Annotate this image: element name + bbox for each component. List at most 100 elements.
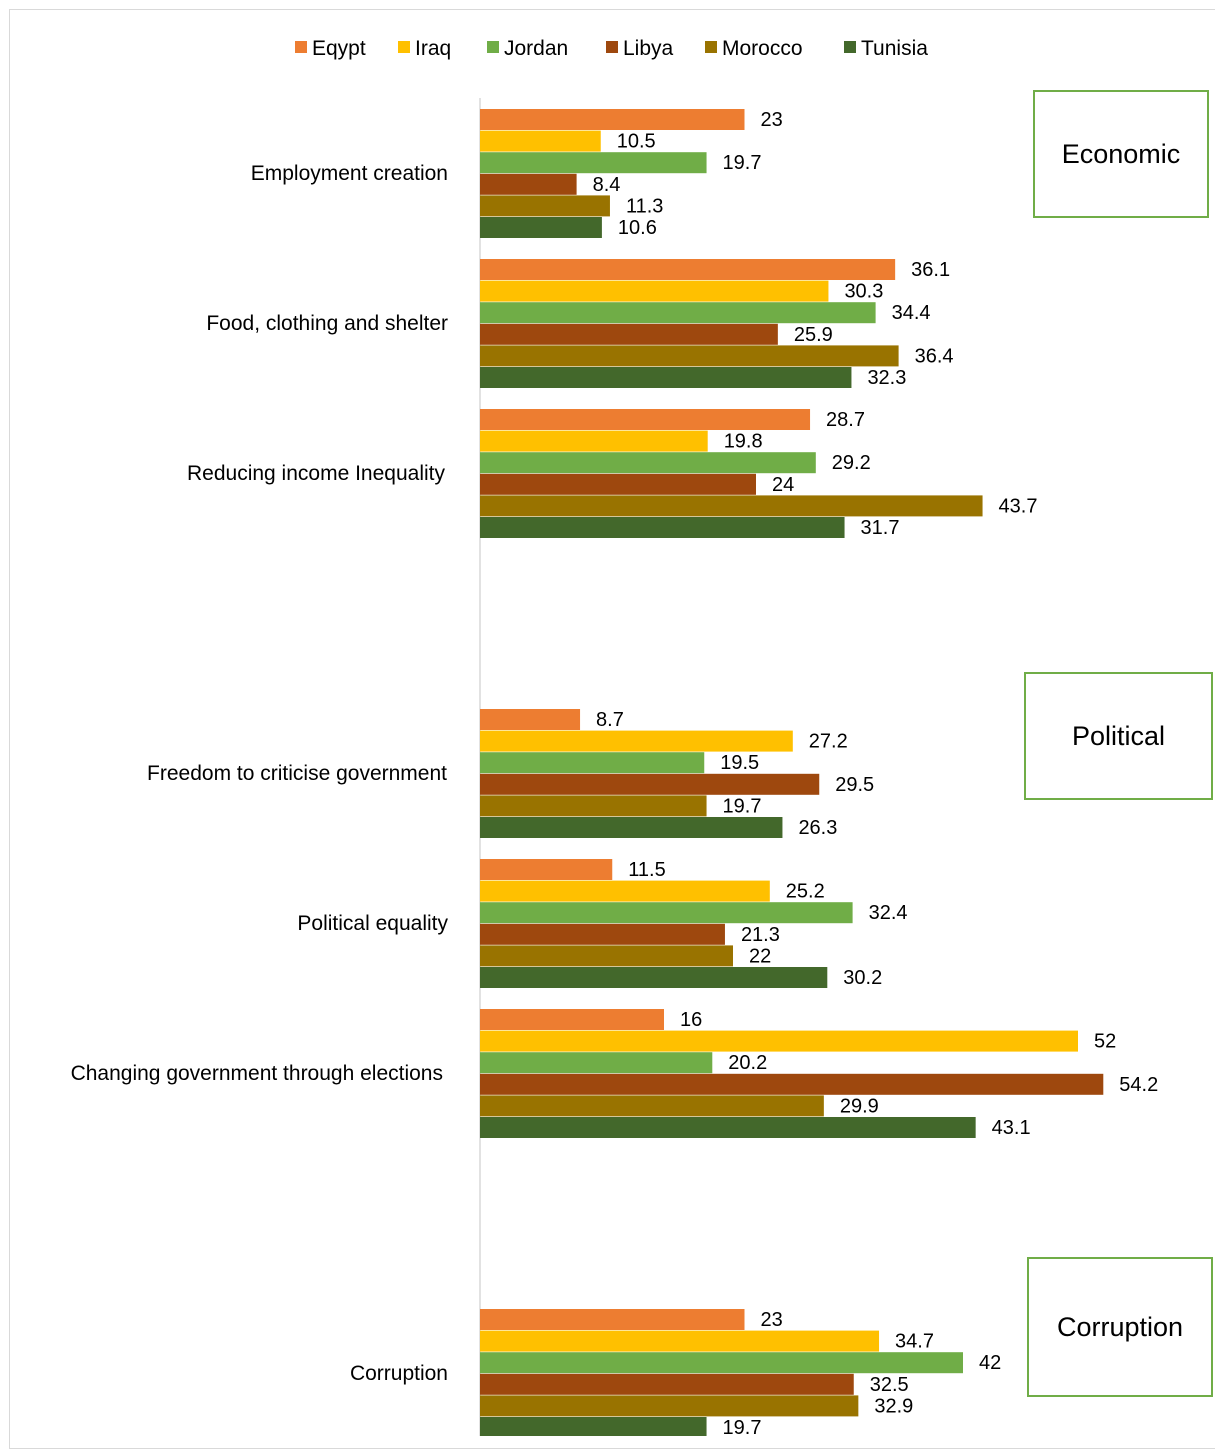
legend-swatch-jordan — [487, 41, 499, 53]
legend-label-jordan: Jordan — [504, 37, 568, 60]
bar-eqypt-freedom-to-criticise-government — [480, 709, 581, 730]
bar-iraq-changing-government-through-elections — [480, 1030, 1078, 1052]
bar-eqypt-food-clothing-and-shelter — [480, 259, 896, 280]
category-label-reducing-income-inequality: Reducing income Inequality — [187, 462, 445, 485]
data-label-iraq-changing-government-through-elections: 52 — [1094, 1031, 1116, 1053]
data-label-jordan-political-equality: 32.4 — [869, 902, 908, 924]
data-label-iraq-food-clothing-and-shelter: 30.3 — [844, 281, 883, 303]
bar-eqypt-political-equality — [480, 859, 613, 880]
group-box-label-economic: Economic — [1062, 139, 1181, 169]
category-label-changing-government-through-elections: Changing government through elections — [71, 1062, 443, 1085]
data-label-morocco-freedom-to-criticise-government: 19.7 — [723, 795, 762, 817]
bar-tunisia-changing-government-through-elections — [480, 1117, 976, 1138]
data-label-tunisia-reducing-income-inequality: 31.7 — [861, 517, 900, 539]
data-label-libya-corruption: 32.5 — [870, 1374, 909, 1396]
data-label-jordan-changing-government-through-elections: 20.2 — [728, 1052, 767, 1074]
bar-tunisia-food-clothing-and-shelter — [480, 367, 852, 388]
bar-jordan-political-equality — [480, 902, 853, 924]
data-label-eqypt-political-equality: 11.5 — [628, 859, 665, 881]
group-box-economic — [1033, 90, 1209, 218]
data-label-morocco-corruption: 32.9 — [874, 1395, 913, 1417]
bar-morocco-reducing-income-inequality — [480, 495, 983, 517]
data-label-libya-changing-government-through-elections: 54.2 — [1119, 1074, 1158, 1096]
bar-morocco-changing-government-through-elections — [480, 1095, 824, 1117]
data-label-tunisia-corruption: 19.7 — [723, 1417, 762, 1436]
bar-tunisia-corruption — [480, 1417, 707, 1436]
data-label-tunisia-political-equality: 30.2 — [843, 967, 882, 989]
bar-morocco-food-clothing-and-shelter — [480, 345, 899, 367]
bar-tunisia-freedom-to-criticise-government — [480, 817, 783, 838]
data-label-morocco-changing-government-through-elections: 29.9 — [840, 1095, 879, 1117]
category-label-corruption: Corruption — [350, 1362, 448, 1385]
bar-libya-reducing-income-inequality — [480, 473, 756, 495]
data-label-morocco-reducing-income-inequality: 43.7 — [999, 495, 1038, 517]
bar-eqypt-corruption — [480, 1309, 745, 1330]
bar-morocco-freedom-to-criticise-government — [480, 795, 707, 817]
data-label-jordan-reducing-income-inequality: 29.2 — [832, 452, 871, 474]
bar-morocco-employment-creation — [480, 195, 610, 217]
bar-libya-freedom-to-criticise-government — [480, 773, 820, 795]
data-label-iraq-corruption: 34.7 — [895, 1331, 934, 1353]
data-label-eqypt-employment-creation: 23 — [761, 109, 783, 131]
bar-libya-corruption — [480, 1373, 854, 1395]
bar-eqypt-employment-creation — [480, 109, 745, 130]
data-label-jordan-freedom-to-criticise-government: 19.5 — [720, 752, 759, 774]
bar-jordan-changing-government-through-elections — [480, 1052, 713, 1074]
data-label-tunisia-food-clothing-and-shelter: 32.3 — [867, 367, 906, 389]
category-label-food-clothing-and-shelter: Food, clothing and shelter — [206, 312, 448, 335]
bar-jordan-food-clothing-and-shelter — [480, 302, 876, 324]
data-label-eqypt-food-clothing-and-shelter: 36.1 — [911, 259, 950, 281]
category-label-freedom-to-criticise-government: Freedom to criticise government — [147, 762, 447, 785]
bar-morocco-corruption — [480, 1395, 859, 1417]
data-label-morocco-employment-creation: 11.3 — [626, 195, 663, 217]
data-label-jordan-food-clothing-and-shelter: 34.4 — [892, 302, 931, 324]
data-label-eqypt-changing-government-through-elections: 16 — [680, 1009, 702, 1031]
data-label-jordan-corruption: 42 — [979, 1352, 1001, 1374]
data-label-iraq-freedom-to-criticise-government: 27.2 — [809, 731, 848, 753]
data-label-tunisia-employment-creation: 10.6 — [618, 217, 657, 239]
bar-morocco-political-equality — [480, 945, 733, 967]
bar-eqypt-changing-government-through-elections — [480, 1009, 664, 1030]
data-label-libya-political-equality: 21.3 — [741, 924, 780, 946]
data-label-jordan-employment-creation: 19.7 — [723, 152, 762, 174]
legend-label-morocco: Morocco — [722, 37, 803, 60]
bar-iraq-reducing-income-inequality — [480, 430, 708, 452]
bar-tunisia-political-equality — [480, 967, 828, 988]
category-label-political-equality: Political equality — [297, 912, 448, 935]
data-label-eqypt-freedom-to-criticise-government: 8.7 — [596, 709, 624, 731]
legend-label-eqypt: Eqypt — [312, 37, 366, 60]
data-label-eqypt-reducing-income-inequality: 28.7 — [826, 409, 865, 431]
data-label-tunisia-changing-government-through-elections: 43.1 — [992, 1117, 1031, 1139]
legend-label-iraq: Iraq — [415, 37, 451, 60]
data-label-libya-reducing-income-inequality: 24 — [772, 474, 794, 496]
category-label-employment-creation: Employment creation — [251, 162, 448, 185]
bar-eqypt-reducing-income-inequality — [480, 409, 811, 430]
bar-iraq-food-clothing-and-shelter — [480, 280, 829, 302]
bar-jordan-reducing-income-inequality — [480, 452, 816, 474]
legend-label-tunisia: Tunisia — [861, 37, 928, 60]
legend-swatch-libya — [606, 41, 618, 53]
bar-jordan-employment-creation — [480, 152, 707, 174]
legend-swatch-tunisia — [844, 41, 856, 53]
legend-swatch-morocco — [705, 41, 717, 53]
group-box-label-political: Political — [1072, 721, 1165, 751]
legend-swatch-eqypt — [295, 41, 307, 53]
bar-jordan-freedom-to-criticise-government — [480, 752, 705, 774]
data-label-iraq-employment-creation: 10.5 — [617, 131, 656, 153]
bar-iraq-political-equality — [480, 880, 770, 902]
data-label-iraq-political-equality: 25.2 — [786, 881, 825, 903]
bar-iraq-freedom-to-criticise-government — [480, 730, 793, 752]
group-box-corruption — [1027, 1257, 1213, 1397]
group-box-political — [1024, 672, 1213, 800]
bar-libya-changing-government-through-elections — [480, 1073, 1104, 1095]
data-label-tunisia-freedom-to-criticise-government: 26.3 — [798, 817, 837, 839]
data-label-libya-freedom-to-criticise-government: 29.5 — [835, 774, 874, 796]
data-label-morocco-food-clothing-and-shelter: 36.4 — [915, 345, 954, 367]
legend-swatch-iraq — [398, 41, 410, 53]
bar-tunisia-reducing-income-inequality — [480, 517, 845, 538]
data-label-morocco-political-equality: 22 — [749, 945, 771, 967]
bar-libya-employment-creation — [480, 173, 577, 195]
group-box-label-corruption: Corruption — [1057, 1312, 1183, 1342]
data-label-iraq-reducing-income-inequality: 19.8 — [724, 431, 763, 453]
